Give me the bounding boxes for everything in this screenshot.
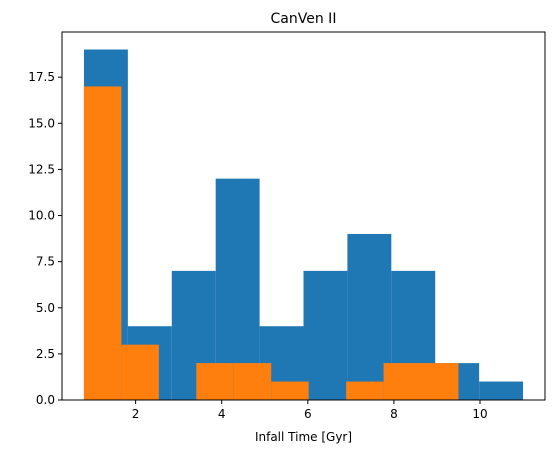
histogram-bar-series-2-bin-9 [383, 363, 422, 400]
chart-title: CanVen II [271, 11, 337, 27]
x-tick-label: 6 [304, 407, 312, 421]
y-tick-label: 10.0 [28, 209, 55, 223]
y-tick-label: 17.5 [28, 70, 55, 84]
axes-group: 2 4 6 8 10 0.0 2.5 5.0 7.5 10.0 12.5 15.0 17.5 [28, 31, 546, 421]
histogram-bar-series-2-bin-5 [233, 363, 272, 400]
x-tick-label: 2 [132, 407, 140, 421]
histogram-bar-series-2-bin-8 [346, 381, 384, 400]
histogram-bar-series-2-bin-2 [121, 344, 159, 400]
histogram-bar-series-2-bin-1 [83, 86, 122, 401]
y-tick-label: 15.0 [28, 116, 55, 130]
histogram-bar-series-2-bin-6 [271, 381, 309, 400]
x-axis-label: Infall Time [Gyr] [255, 430, 352, 444]
x-tick-label: 4 [218, 407, 226, 421]
histogram-bar-series-2-bin-4 [196, 363, 234, 400]
y-tick-label: 12.5 [28, 162, 55, 176]
y-tick-label: 0.0 [36, 393, 55, 407]
histogram-bar-series-1-bin-6 [303, 270, 348, 400]
histogram-bar-series-2-bin-10 [421, 363, 459, 400]
histogram-bar-series-1-bin-4 [215, 178, 260, 400]
x-tick-label: 8 [390, 407, 398, 421]
x-tick-label: 10 [472, 407, 487, 421]
y-tick-label: 7.5 [36, 255, 55, 269]
y-tick-label: 2.5 [36, 347, 55, 361]
bars-group [83, 49, 524, 401]
y-tick-label: 5.0 [36, 301, 55, 315]
histogram-bar-series-1-bin-10 [479, 381, 524, 400]
